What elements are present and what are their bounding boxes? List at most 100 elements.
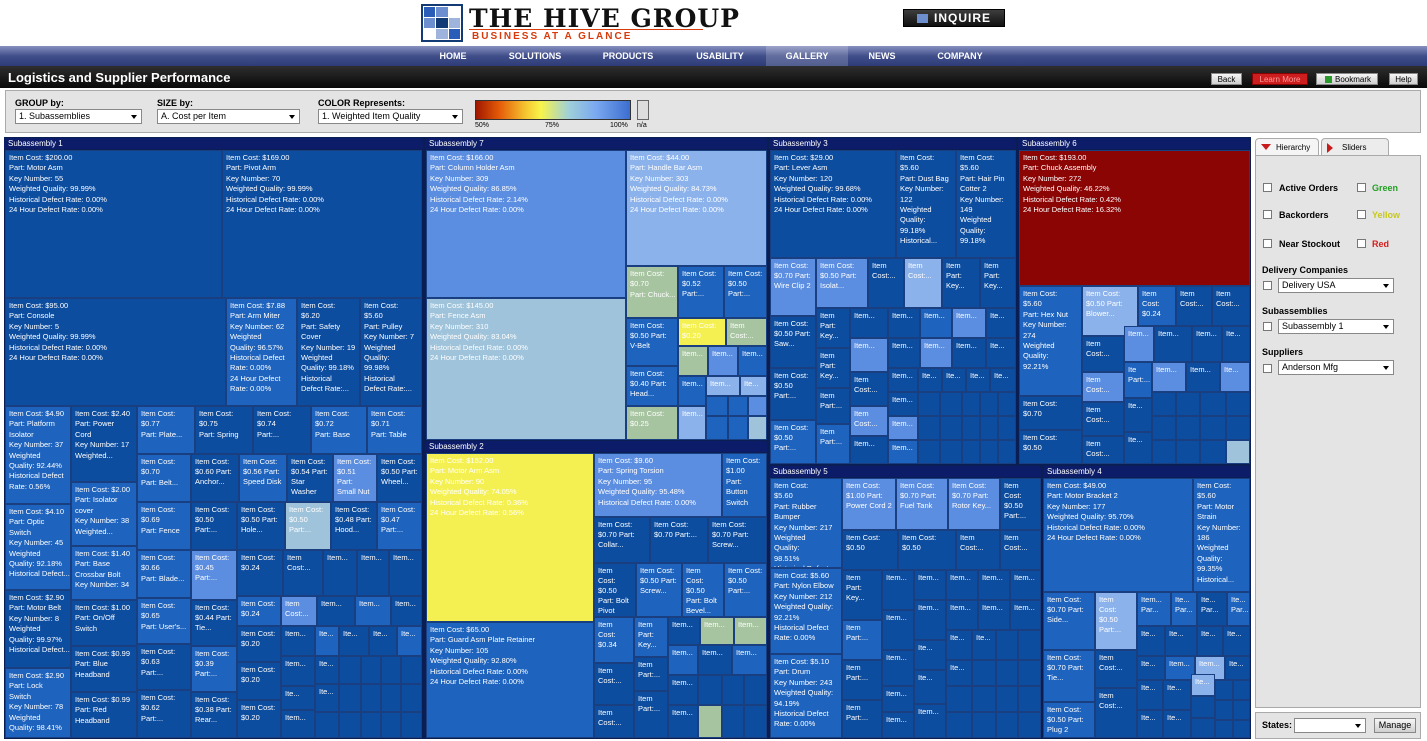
treemap-cell[interactable]: Item Cost: $0.47 Part:... [377, 502, 422, 550]
treemap-cell[interactable] [1018, 712, 1041, 738]
treemap-cell[interactable]: Ite... [990, 368, 1016, 392]
treemap-cell[interactable] [940, 416, 962, 440]
treemap-cell[interactable]: Item Cost: $0.50 [842, 530, 898, 570]
treemap-cell[interactable]: Item... [668, 617, 700, 645]
treemap-cell[interactable] [972, 712, 996, 738]
treemap-cell[interactable]: Item Cost: $0.50 Part: Screw... [636, 563, 682, 617]
treemap-cell[interactable]: Item Cost: $1.00 Part: Power Cord 2 [842, 478, 896, 530]
treemap-cell[interactable]: Item Cost: $0.50 Part: Bolt Pivot [594, 563, 636, 617]
help-button[interactable]: Help [1389, 73, 1418, 85]
states-select[interactable] [1294, 718, 1366, 733]
treemap-cell[interactable]: Item... [952, 338, 986, 368]
treemap-cell[interactable]: Item Cost: $0.39 Part:... [191, 646, 237, 692]
treemap-cell[interactable]: Item Cost: $0.70 Part: Chuck... [626, 266, 678, 318]
treemap-cell[interactable]: Item Part:... [634, 657, 668, 691]
treemap-cell[interactable]: Item... [706, 376, 740, 396]
group-header[interactable]: Subassembly 2 [425, 441, 767, 452]
backorders-checkbox[interactable] [1263, 210, 1272, 219]
treemap-cell[interactable] [980, 392, 998, 416]
treemap-cell[interactable]: Ite... [1163, 680, 1191, 710]
treemap-cell[interactable]: Item Cost: $0.50 Part: Hole... [237, 502, 285, 550]
treemap-cell[interactable]: Item... [978, 570, 1010, 600]
treemap-cell[interactable]: Item Cost: $0.50 Part: V-Belt [626, 318, 678, 366]
treemap-cell[interactable]: Item... [668, 705, 698, 738]
treemap-cell[interactable]: Item Cost: $0.24 [1138, 286, 1176, 326]
treemap-cell[interactable]: Item Cost: $0.50 Part: Saw... [770, 316, 816, 368]
subassemblies-checkbox[interactable] [1263, 322, 1272, 331]
treemap-cell[interactable]: Ite... [942, 368, 966, 392]
treemap-cell[interactable]: Item Cost: $0.40 Part: Head... [626, 366, 678, 406]
treemap-cell[interactable]: Item Cost: $2.40 Part: Power Cord Key Numbe… [71, 406, 137, 482]
treemap-cell[interactable]: Item Cost:... [956, 530, 1000, 570]
treemap-cell[interactable]: Item... [920, 338, 952, 368]
group-header[interactable]: Subassembly 3 [769, 138, 1016, 149]
treemap-cell[interactable]: Item... Par... [1137, 592, 1171, 626]
treemap-cell[interactable]: Item Cost: $145.00 Part: Fence Asm Key Num… [426, 298, 626, 440]
treemap-cell[interactable]: Item... [732, 645, 767, 675]
treemap-cell[interactable]: Item... [1192, 326, 1222, 362]
treemap-cell[interactable]: Ite... [1220, 362, 1250, 392]
treemap-cell[interactable] [361, 684, 381, 712]
treemap-cell[interactable] [918, 416, 940, 440]
treemap-cell[interactable]: Item Cost: $49.00 Part: Motor Bracket 2 Ke… [1043, 478, 1193, 592]
treemap-cell[interactable]: Item... [1186, 362, 1220, 392]
treemap-cell[interactable]: Item... [734, 617, 767, 645]
treemap-cell[interactable]: Item Cost: $4.10 Part: Optic Switch Key Num… [5, 504, 71, 590]
treemap-cell[interactable] [1226, 416, 1250, 440]
treemap-cell[interactable]: Ite... [397, 626, 422, 656]
treemap-cell[interactable]: Item Cost: $0.72 Part: Base [311, 406, 367, 454]
bookmark-button[interactable]: Bookmark [1316, 73, 1378, 85]
treemap-cell[interactable]: Item... [678, 346, 708, 376]
treemap-cell[interactable]: Item Cost: $95.00 Part: Console Key Number… [5, 298, 226, 406]
treemap-cell[interactable]: Item Cost: $4.90 Part: Platform Isolator Ke… [5, 406, 71, 504]
nav-company[interactable]: COMPANY [937, 51, 983, 61]
treemap-cell[interactable]: Item Cost:... [1082, 336, 1124, 372]
treemap-cell[interactable]: Ite... [918, 368, 942, 392]
treemap-cell[interactable]: Item Cost:... [283, 550, 323, 596]
treemap-cell[interactable] [1018, 660, 1041, 686]
treemap-cell[interactable] [706, 416, 728, 440]
treemap-cell[interactable] [401, 712, 422, 738]
treemap-cell[interactable]: Item Cost: $44.00 Part: Handle Bar Asm Key… [626, 150, 767, 266]
treemap-cell[interactable]: Item Cost: $0.50 [898, 530, 956, 570]
treemap-cell[interactable]: Ite... [369, 626, 397, 656]
treemap-cell[interactable]: Item... [1124, 326, 1154, 362]
treemap-cell[interactable] [1215, 680, 1233, 700]
treemap-cell[interactable]: Item Cost: $0.71 Part: Table [367, 406, 422, 454]
treemap-cell[interactable]: Item Cost: $0.50 Part:... [724, 563, 767, 617]
nav-solutions[interactable]: SOLUTIONS [508, 51, 562, 61]
treemap-cell[interactable]: Item Cost: $0.70 Part:... [650, 517, 708, 563]
treemap-cell[interactable] [1200, 416, 1226, 440]
treemap-cell[interactable]: Item... [391, 596, 422, 626]
treemap-cell[interactable]: Item... [952, 308, 986, 338]
treemap-cell[interactable] [315, 712, 339, 738]
treemap-cell[interactable]: Ite... [1191, 674, 1215, 696]
treemap-cell[interactable]: Item Cost: $0.99 Part: Red Headband [71, 692, 137, 738]
treemap-cell[interactable]: Item Cost:... [1095, 688, 1137, 738]
treemap-cell[interactable]: Item Cost: $2.00 Part: Isolator cover Key N… [71, 482, 137, 546]
nav-gallery[interactable]: GALLERY [766, 46, 848, 66]
treemap-cell[interactable] [1176, 392, 1200, 416]
treemap-cell[interactable] [381, 712, 401, 738]
nav-news[interactable]: NEWS [868, 51, 896, 61]
treemap-cell[interactable]: Item Cost: $0.99 Part: Blue Headband [71, 646, 137, 692]
treemap-cell[interactable] [972, 686, 996, 712]
treemap-cell[interactable] [1152, 392, 1176, 416]
treemap-cell[interactable]: Item Cost: $0.50 [1019, 430, 1082, 464]
treemap-cell[interactable]: Item Cost:... [1212, 286, 1250, 326]
treemap-cell[interactable]: Item Cost: $5.10 Part: Drum Key Number: 24… [770, 654, 842, 738]
delivery-companies-select[interactable]: Delivery USA [1278, 278, 1394, 293]
treemap-cell[interactable] [381, 656, 401, 684]
treemap-cell[interactable]: Item Cost: $2.90 Part: Motor Belt Key Numb… [5, 590, 71, 668]
treemap-cell[interactable]: Item... [888, 440, 918, 464]
treemap-cell[interactable]: Item Part: Key... [842, 570, 882, 620]
treemap-cell[interactable]: Item Cost: $0.24 [237, 596, 281, 626]
treemap-cell[interactable] [381, 684, 401, 712]
treemap-cell[interactable]: Item Cost: $0.20 [237, 662, 281, 700]
treemap-cell[interactable]: Item... [882, 686, 914, 712]
treemap-cell[interactable]: Item Part: Key... [980, 258, 1016, 308]
treemap-cell[interactable]: Item Cost: $0.38 Part: Rear... [191, 692, 237, 738]
nav-products[interactable]: PRODUCTS [602, 51, 654, 61]
treemap-cell[interactable]: Item Part: Key... [816, 348, 850, 388]
treemap-cell[interactable] [998, 392, 1016, 416]
